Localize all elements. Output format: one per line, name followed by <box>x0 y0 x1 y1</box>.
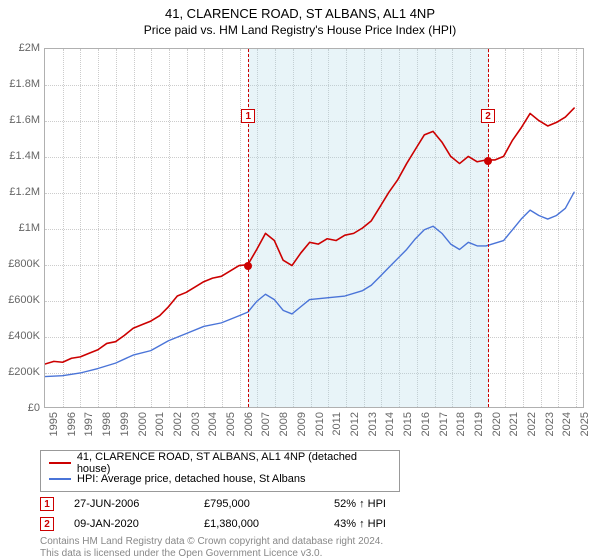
y-tick-label: £1M <box>0 222 40 234</box>
x-tick-label: 2008 <box>278 412 290 436</box>
y-tick-label: £1.4M <box>0 150 40 162</box>
event-price-2: £1,380,000 <box>204 518 314 530</box>
x-tick-label: 2015 <box>402 412 414 436</box>
x-tick-label: 2007 <box>260 412 272 436</box>
x-tick-label: 2006 <box>243 412 255 436</box>
event-dot-1 <box>244 262 252 270</box>
x-tick-label: 2016 <box>420 412 432 436</box>
x-tick-label: 2018 <box>455 412 467 436</box>
y-tick-label: £0 <box>0 402 40 414</box>
title-main: 41, CLARENCE ROAD, ST ALBANS, AL1 4NP <box>0 6 600 21</box>
footnote-line-1: Contains HM Land Registry data © Crown c… <box>40 536 580 548</box>
x-tick-label: 2025 <box>579 412 591 436</box>
event-marker-2: 2 <box>40 517 54 531</box>
y-tick-label: £800K <box>0 258 40 270</box>
x-tick-label: 2011 <box>331 412 343 436</box>
title-sub: Price paid vs. HM Land Registry's House … <box>0 23 600 37</box>
y-tick-label: £2M <box>0 42 40 54</box>
event-date-2: 09-JAN-2020 <box>74 518 184 530</box>
title-block: 41, CLARENCE ROAD, ST ALBANS, AL1 4NP Pr… <box>0 0 600 41</box>
x-tick-label: 1997 <box>83 412 95 436</box>
y-tick-label: £200K <box>0 366 40 378</box>
x-tick-label: 1996 <box>66 412 78 436</box>
legend-swatch-property <box>49 462 71 464</box>
legend-swatch-hpi <box>49 478 71 480</box>
legend-label-property: 41, CLARENCE ROAD, ST ALBANS, AL1 4NP (d… <box>77 451 391 475</box>
y-tick-label: £1.6M <box>0 114 40 126</box>
footnote: Contains HM Land Registry data © Crown c… <box>40 536 580 559</box>
y-tick-label: £1.8M <box>0 78 40 90</box>
x-tick-label: 2000 <box>137 412 149 436</box>
x-tick-label: 2024 <box>561 412 573 436</box>
x-tick-label: 2023 <box>544 412 556 436</box>
x-tick-label: 1999 <box>119 412 131 436</box>
event-dot-2 <box>484 157 492 165</box>
event-table: 1 27-JUN-2006 £795,000 52% ↑ HPI 2 09-JA… <box>40 494 580 534</box>
x-tick-label: 2005 <box>225 412 237 436</box>
x-tick-label: 2020 <box>491 412 503 436</box>
event-flag-2: 2 <box>481 109 495 123</box>
chart-container: 41, CLARENCE ROAD, ST ALBANS, AL1 4NP Pr… <box>0 0 600 560</box>
chart-plot-area: 12 <box>44 48 584 408</box>
x-tick-label: 2004 <box>207 412 219 436</box>
x-tick-label: 1995 <box>48 412 60 436</box>
event-price-1: £795,000 <box>204 498 314 510</box>
legend-item-property: 41, CLARENCE ROAD, ST ALBANS, AL1 4NP (d… <box>49 455 391 471</box>
event-row-1: 1 27-JUN-2006 £795,000 52% ↑ HPI <box>40 494 580 514</box>
x-tick-label: 2017 <box>438 412 450 436</box>
x-tick-label: 2002 <box>172 412 184 436</box>
x-tick-label: 2001 <box>154 412 166 436</box>
x-tick-label: 2003 <box>190 412 202 436</box>
x-tick-label: 2009 <box>296 412 308 436</box>
x-tick-label: 1998 <box>101 412 113 436</box>
event-flag-1: 1 <box>241 109 255 123</box>
legend-label-hpi: HPI: Average price, detached house, St A… <box>77 473 306 485</box>
x-tick-label: 2014 <box>384 412 396 436</box>
footnote-line-2: This data is licensed under the Open Gov… <box>40 548 580 560</box>
x-tick-label: 2013 <box>367 412 379 436</box>
y-tick-label: £600K <box>0 294 40 306</box>
x-tick-label: 2010 <box>314 412 326 436</box>
x-tick-label: 2021 <box>508 412 520 436</box>
event-delta-1: 52% ↑ HPI <box>334 498 444 510</box>
event-marker-1: 1 <box>40 497 54 511</box>
y-tick-label: £400K <box>0 330 40 342</box>
x-tick-label: 2019 <box>473 412 485 436</box>
x-tick-label: 2022 <box>526 412 538 436</box>
legend: 41, CLARENCE ROAD, ST ALBANS, AL1 4NP (d… <box>40 450 400 492</box>
event-date-1: 27-JUN-2006 <box>74 498 184 510</box>
y-tick-label: £1.2M <box>0 186 40 198</box>
x-tick-label: 2012 <box>349 412 361 436</box>
event-delta-2: 43% ↑ HPI <box>334 518 444 530</box>
event-row-2: 2 09-JAN-2020 £1,380,000 43% ↑ HPI <box>40 514 580 534</box>
